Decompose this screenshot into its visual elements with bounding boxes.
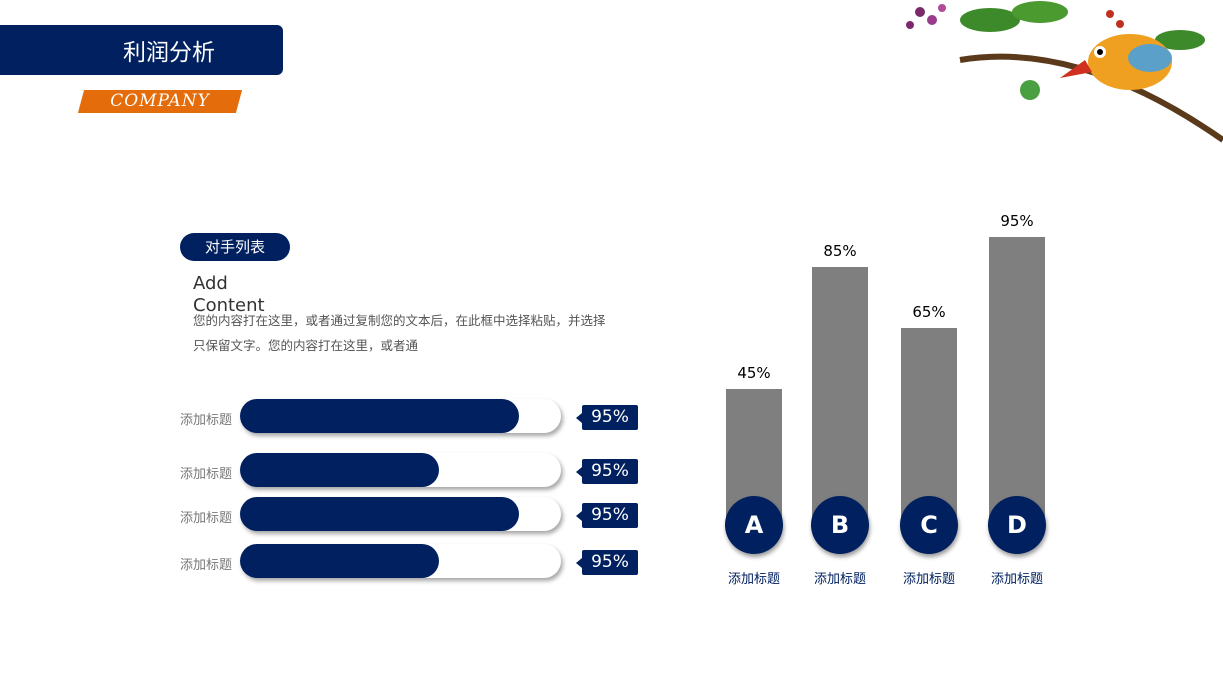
category-label: 添加标题	[990, 572, 1043, 587]
page-title: 利润分析	[123, 40, 215, 66]
category-label: 添加标题	[902, 572, 955, 587]
row-label: 添加标题	[180, 511, 233, 526]
progress-track	[240, 544, 561, 578]
row-label: 添加标题	[180, 467, 233, 482]
progress-track	[240, 497, 561, 531]
progress-fill	[240, 453, 440, 487]
progress-fill	[240, 544, 440, 578]
progress-track	[240, 453, 561, 487]
bar-data-label: 85%	[823, 242, 857, 261]
progress-value-tag: 95%	[576, 503, 638, 528]
bar-data-label: 65%	[912, 303, 946, 322]
category-circle: D	[988, 496, 1046, 554]
company-banner: COMPANY	[77, 90, 243, 113]
bar-data-label: 95%	[1000, 212, 1034, 231]
bar-data-label: 45%	[737, 363, 771, 382]
bar-B	[812, 267, 868, 525]
bar-D	[989, 237, 1045, 525]
section-description: 您的内容打在这里，或者通过复制您的文本后，在此框中选择粘贴，并选择只保留文字。您…	[193, 313, 606, 353]
row-label: 添加标题	[180, 413, 233, 428]
progress-value-tag: 95%	[576, 405, 638, 430]
bird-decoration-image	[906, 1, 1223, 143]
bar-C	[901, 328, 957, 525]
category-label: 添加标题	[727, 572, 780, 587]
category-circle: A	[725, 496, 783, 554]
progress-track	[240, 399, 561, 433]
category-circle: B	[811, 496, 869, 554]
title-banner: 利润分析	[0, 25, 283, 75]
company-label: COMPANY	[110, 91, 210, 111]
progress-fill	[240, 399, 520, 433]
category-label: 添加标题	[813, 572, 866, 587]
competitor-list-pill: 对手列表	[180, 233, 290, 261]
progress-value-tag: 95%	[576, 550, 638, 575]
section-heading: Add Content	[193, 273, 265, 316]
row-label: 添加标题	[180, 558, 233, 573]
progress-value-tag: 95%	[576, 459, 638, 484]
category-circle: C	[900, 496, 958, 554]
progress-fill	[240, 497, 520, 531]
